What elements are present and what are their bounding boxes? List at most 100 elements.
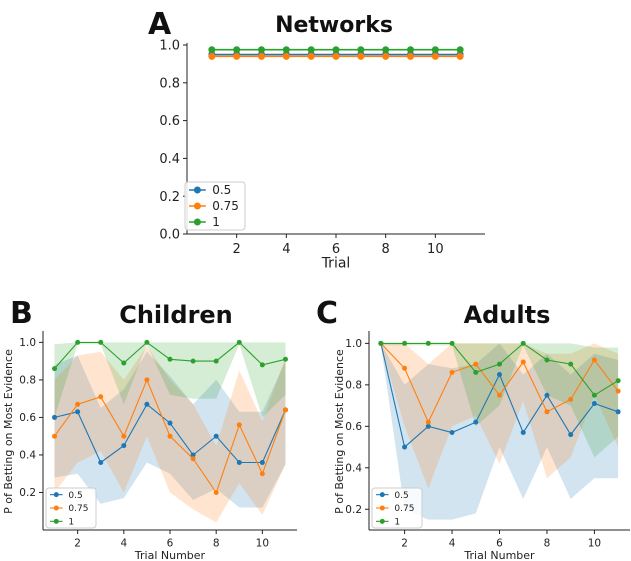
data-point xyxy=(402,365,408,371)
x-tick-label: 2 xyxy=(401,538,408,550)
legend-label: 1 xyxy=(394,517,400,527)
data-point xyxy=(208,46,216,54)
legend: 0.5 0.75 1 xyxy=(371,487,423,529)
data-point xyxy=(568,432,574,438)
data-point xyxy=(233,52,241,60)
y-tick-label: 0.6 xyxy=(19,412,36,424)
data-point xyxy=(236,422,242,428)
data-point xyxy=(75,401,81,407)
data-point xyxy=(473,369,479,375)
legend-swatch-marker xyxy=(53,492,59,498)
legend-label: 0.5 xyxy=(212,183,231,197)
confidence-band-1 xyxy=(380,343,619,458)
data-point xyxy=(407,46,414,54)
x-tick-label: 10 xyxy=(256,538,269,550)
data-point xyxy=(520,430,526,436)
data-point xyxy=(52,414,58,420)
data-point xyxy=(98,459,104,465)
data-point xyxy=(213,489,219,495)
data-point xyxy=(425,423,431,429)
data-point xyxy=(425,419,431,425)
data-point xyxy=(568,361,574,367)
data-point xyxy=(144,339,150,345)
x-axis-label: Trial Number xyxy=(463,549,535,561)
data-point xyxy=(282,52,290,60)
data-point xyxy=(144,377,150,383)
x-tick-label: 8 xyxy=(213,538,220,550)
legend-swatch-marker xyxy=(193,218,201,226)
data-point xyxy=(144,401,150,407)
data-point xyxy=(213,358,219,364)
data-point xyxy=(259,459,265,465)
data-point xyxy=(615,388,621,394)
data-point xyxy=(282,356,288,362)
legend-label: 0.5 xyxy=(394,491,408,501)
y-axis-label: P of Betting on Most Evidence xyxy=(2,349,15,514)
data-point xyxy=(497,361,502,367)
data-point xyxy=(544,392,550,398)
data-point xyxy=(98,394,104,400)
data-point xyxy=(407,52,414,60)
data-point xyxy=(449,369,455,375)
y-tick-label: 0.2 xyxy=(345,504,362,516)
y-tick-label: 0.2 xyxy=(159,190,180,205)
data-point xyxy=(431,52,439,60)
x-axis-label: Trial xyxy=(321,255,351,271)
data-point xyxy=(167,420,173,426)
chart-title: Adults xyxy=(464,301,551,329)
y-tick-label: 0.0 xyxy=(159,228,180,243)
y-tick-label: 0.8 xyxy=(19,375,36,387)
data-point xyxy=(357,46,365,54)
data-point xyxy=(615,409,621,415)
y-tick-label: 0.8 xyxy=(159,76,180,91)
x-axis-label: Trial Number xyxy=(134,549,206,561)
legend: 0.5 0.75 1 xyxy=(45,487,97,529)
y-tick-label: 0.2 xyxy=(19,487,36,499)
data-point xyxy=(378,340,384,346)
y-tick-label: 1.0 xyxy=(19,337,36,349)
data-point xyxy=(591,401,597,407)
data-point xyxy=(236,459,242,465)
legend-swatch-marker xyxy=(53,505,59,511)
data-point xyxy=(431,46,439,54)
data-point xyxy=(258,52,265,60)
chart-panel-c: C Adults 2 4 6 8 10 0.2 0.4 0.6 0.8 1.0 Trial Number… xyxy=(316,296,630,561)
confidence-band-0.5 xyxy=(54,351,286,508)
data-point xyxy=(75,409,81,415)
x-tick-label: 8 xyxy=(544,538,551,550)
data-point xyxy=(615,378,621,384)
data-point xyxy=(259,362,265,368)
x-tick-label: 2 xyxy=(74,538,81,550)
legend-swatch-marker xyxy=(53,518,59,524)
data-point xyxy=(520,340,526,346)
y-tick-label: 0.4 xyxy=(19,450,36,462)
data-point xyxy=(473,419,479,425)
x-tick-label: 4 xyxy=(449,538,456,550)
legend-label: 0.75 xyxy=(68,504,88,514)
legend-box xyxy=(45,487,97,529)
panel-letter: A xyxy=(148,7,172,42)
data-point xyxy=(208,52,216,60)
y-tick-label: 0.6 xyxy=(345,421,362,433)
x-tick-label: 4 xyxy=(282,242,290,257)
chart-title: Children xyxy=(119,301,233,329)
legend-swatch-marker xyxy=(193,202,201,210)
data-point xyxy=(497,371,502,377)
data-point xyxy=(544,409,550,415)
legend-label: 0.5 xyxy=(68,491,82,501)
x-tick-label: 6 xyxy=(496,538,503,550)
data-point xyxy=(167,433,173,439)
confidence-band-1 xyxy=(54,342,286,418)
data-point xyxy=(121,360,127,366)
legend-box xyxy=(184,181,246,231)
x-tick-label: 4 xyxy=(120,538,127,550)
x-tick-label: 2 xyxy=(233,242,241,257)
y-tick-label: 0.8 xyxy=(345,380,362,392)
data-point xyxy=(520,359,526,365)
data-point xyxy=(473,361,479,367)
panel-letter: C xyxy=(316,296,338,331)
data-point xyxy=(544,357,550,363)
chart-title: Networks xyxy=(275,13,393,38)
y-tick-label: 0.6 xyxy=(159,114,180,129)
